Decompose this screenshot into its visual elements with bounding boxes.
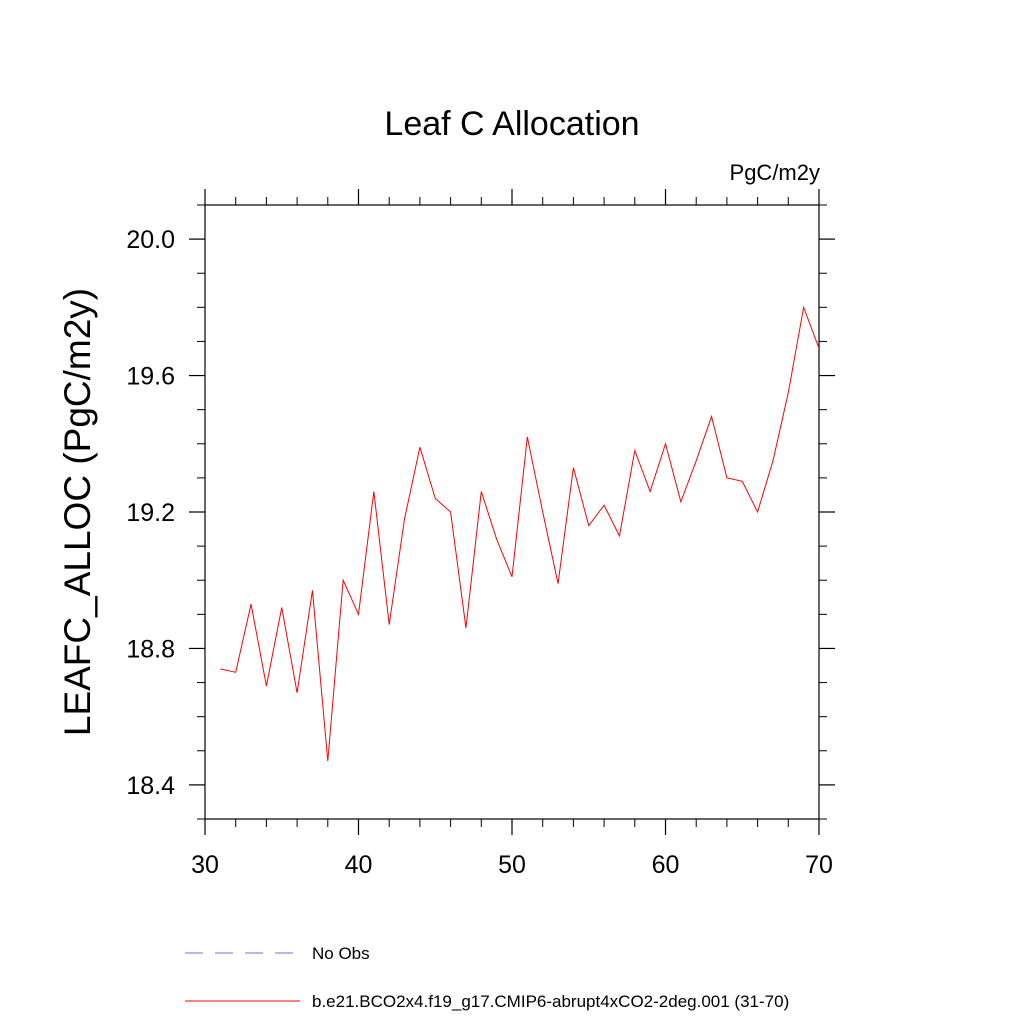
- chart-title: Leaf C Allocation: [384, 105, 639, 143]
- minor-ticks: [197, 197, 827, 827]
- x-tick-label: 30: [191, 851, 219, 879]
- major-ticks: [189, 189, 835, 835]
- legend: No Obs b.e21.BCO2x4.f19_g17.CMIP6-abrupt…: [185, 944, 789, 1011]
- y-axis-label: LEAFC_ALLOC (PgC/m2y): [57, 288, 98, 736]
- series-group: [220, 305, 820, 762]
- x-tick-label: 70: [805, 851, 833, 879]
- x-tick-labels: 30 40 50 60 70: [191, 851, 833, 879]
- y-tick-label: 19.6: [126, 363, 175, 391]
- y-tick-label: 19.2: [126, 499, 175, 527]
- legend-label-no-obs: No Obs: [312, 944, 370, 963]
- series-line-1: [220, 305, 820, 762]
- y-tick-label: 20.0: [126, 226, 175, 254]
- x-tick-label: 50: [498, 851, 526, 879]
- plot-frame: [204, 204, 820, 820]
- legend-label-model-run: b.e21.BCO2x4.f19_g17.CMIP6-abrupt4xCO2-2…: [312, 992, 789, 1011]
- y-tick-label: 18.8: [126, 635, 175, 663]
- units-label: PgC/m2y: [730, 160, 820, 185]
- y-tick-labels: 18.4 18.8 19.2 19.6 20.0: [126, 226, 175, 800]
- x-tick-label: 40: [345, 851, 373, 879]
- x-tick-label: 60: [652, 851, 680, 879]
- y-tick-label: 18.4: [126, 772, 175, 800]
